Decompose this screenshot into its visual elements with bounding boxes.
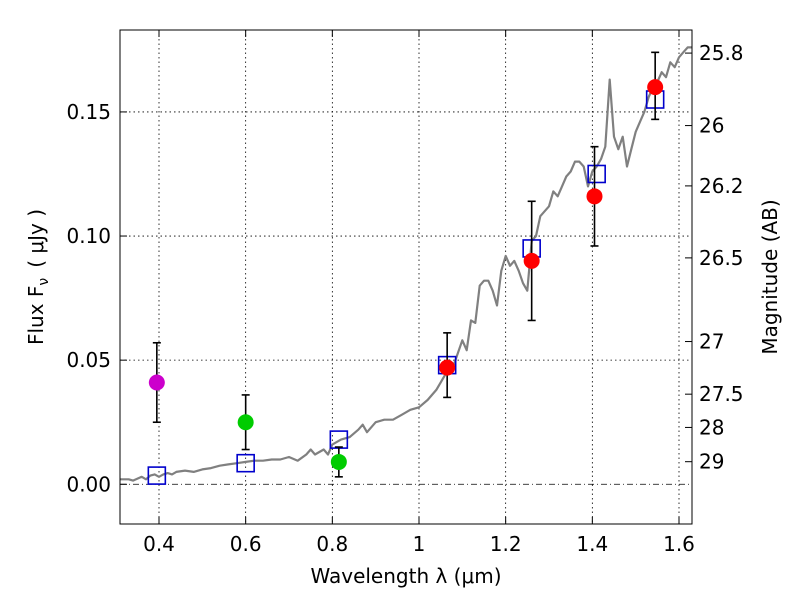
x-tick-label: 1 [413, 532, 426, 556]
mag-tick-label: 26.2 [699, 174, 744, 198]
y-tick-label: 0.10 [66, 224, 111, 248]
x-tick-label: 1.2 [490, 532, 522, 556]
x-tick-label: 1.4 [576, 532, 608, 556]
y-axis-title-main: Flux F [24, 286, 48, 345]
y-tick-label: 0.15 [66, 100, 111, 124]
x-tick-label: 0.8 [316, 532, 348, 556]
mag-tick-label: 26 [699, 114, 724, 138]
model-square-marker [587, 164, 606, 184]
grid [120, 30, 692, 524]
y-tick-label: 0.00 [66, 472, 111, 496]
spectrum-line [120, 46, 692, 482]
y2-axis-title: Magnitude (AB) [758, 199, 782, 354]
data-point [439, 359, 456, 376]
mag-tick-label: 25.8 [699, 41, 744, 65]
y-axis-title: Flux Fν ( μJy ) [24, 209, 52, 345]
x-tick-label: 0.4 [143, 532, 175, 556]
data-point [148, 374, 165, 391]
x-tick-label: 1.6 [663, 532, 695, 556]
model-spectrum [120, 46, 692, 482]
data-point [586, 188, 603, 205]
plot-frame [119, 29, 693, 525]
y-axis-title-subscript: ν [36, 278, 52, 286]
y-axis-title-unit: ( μJy ) [24, 209, 48, 268]
data-point [330, 453, 347, 470]
mag-tick-label: 29 [699, 450, 724, 474]
x-axis-title: Wavelength λ (μm) [310, 564, 501, 588]
x-tick-label: 0.6 [230, 532, 262, 556]
data-point [523, 252, 540, 269]
model-square-marker [147, 466, 167, 485]
data-point [647, 79, 664, 96]
y-tick-label: 0.05 [66, 348, 111, 372]
mag-tick-label: 27 [699, 330, 724, 354]
data-point [237, 414, 254, 431]
mag-tick-label: 28 [699, 415, 724, 439]
axis-ticks: 0.4 0.6 0.8 1 1.2 1.4 1.6 0.00 0.05 0.10 0.15 25.8 2… [66, 30, 744, 556]
model-square-marker [236, 453, 255, 473]
data-markers [147, 51, 665, 485]
mag-tick-label: 27.5 [699, 382, 744, 406]
mag-tick-label: 26.5 [699, 246, 744, 270]
